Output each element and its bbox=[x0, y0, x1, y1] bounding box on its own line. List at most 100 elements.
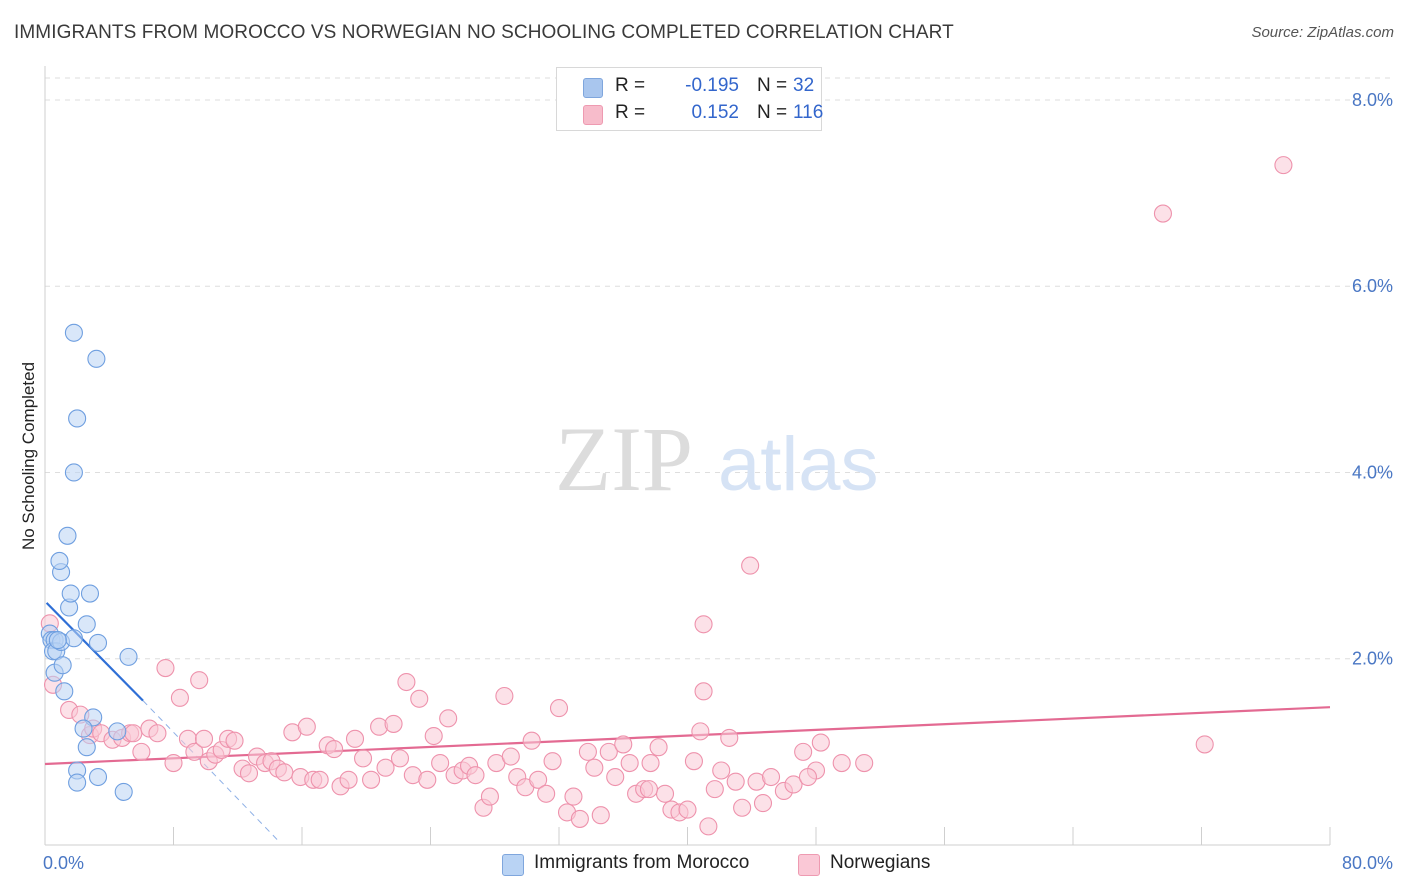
point-norwegians bbox=[591, 806, 610, 825]
point-morocco bbox=[58, 526, 77, 545]
point-morocco bbox=[119, 647, 138, 666]
point-norwegians bbox=[741, 556, 760, 575]
point-norwegians bbox=[466, 766, 485, 785]
legend-label-norwegians: Norwegians bbox=[830, 852, 931, 873]
legend-swatch-norwegians bbox=[798, 854, 820, 876]
point-morocco bbox=[77, 738, 96, 757]
point-norwegians bbox=[384, 714, 403, 733]
point-morocco bbox=[50, 551, 69, 570]
point-norwegians bbox=[522, 731, 541, 750]
point-norwegians bbox=[761, 767, 781, 787]
point-morocco bbox=[64, 463, 83, 482]
point-norwegians bbox=[225, 731, 244, 750]
point-norwegians bbox=[549, 699, 569, 718]
point-morocco bbox=[88, 633, 108, 652]
x-tick-label-min: 0.0% bbox=[43, 853, 84, 873]
point-norwegians bbox=[798, 767, 818, 787]
point-norwegians bbox=[641, 753, 660, 773]
x-axis-ticks bbox=[173, 827, 1331, 845]
point-norwegians bbox=[164, 753, 183, 773]
point-norwegians bbox=[733, 798, 752, 817]
point-norwegians bbox=[1195, 735, 1214, 754]
legend-r-label: R = bbox=[615, 102, 646, 123]
point-norwegians bbox=[606, 767, 625, 787]
point-norwegians bbox=[537, 784, 556, 803]
point-morocco bbox=[64, 629, 83, 648]
point-norwegians bbox=[156, 658, 175, 678]
y-tick-label: 8.0% bbox=[1352, 90, 1393, 110]
point-norwegians bbox=[194, 729, 214, 748]
point-norwegians bbox=[239, 764, 259, 783]
stats-legend: R = -0.195 N = 32 R = 0.152 N = 116 bbox=[556, 67, 824, 131]
point-morocco bbox=[80, 584, 100, 603]
point-norwegians bbox=[310, 770, 329, 789]
point-norwegians bbox=[726, 772, 745, 791]
point-morocco bbox=[77, 615, 96, 634]
watermark-atlas: atlas bbox=[718, 422, 879, 507]
legend-n-label: N = bbox=[757, 75, 788, 96]
point-norwegians bbox=[148, 724, 167, 743]
point-norwegians bbox=[639, 780, 659, 799]
point-norwegians bbox=[362, 770, 381, 789]
point-norwegians bbox=[529, 770, 548, 789]
point-norwegians bbox=[794, 742, 813, 761]
point-norwegians bbox=[325, 740, 344, 759]
point-norwegians bbox=[431, 753, 450, 773]
point-morocco bbox=[108, 722, 127, 741]
legend-n-label: N = bbox=[757, 102, 788, 123]
legend-r-label: R = bbox=[615, 75, 646, 96]
point-norwegians bbox=[564, 787, 583, 806]
legend-swatch-morocco bbox=[583, 78, 603, 98]
point-norwegians bbox=[390, 749, 410, 768]
point-norwegians bbox=[753, 794, 773, 813]
point-norwegians bbox=[1274, 156, 1293, 175]
point-norwegians bbox=[712, 761, 731, 780]
point-norwegians bbox=[275, 763, 294, 782]
chart-title: IMMIGRANTS FROM MOROCCO VS NORWEGIAN NO … bbox=[14, 22, 954, 43]
point-norwegians bbox=[132, 742, 151, 761]
legend-r-value: 0.152 bbox=[691, 102, 739, 123]
point-norwegians bbox=[649, 738, 668, 757]
point-norwegians bbox=[345, 729, 365, 748]
point-norwegians bbox=[397, 672, 416, 692]
point-norwegians bbox=[439, 709, 458, 728]
y-tick-label: 6.0% bbox=[1352, 276, 1393, 296]
point-norwegians bbox=[185, 742, 204, 761]
point-norwegians bbox=[832, 753, 851, 773]
legend-n-value: 116 bbox=[793, 102, 824, 123]
point-norwegians bbox=[190, 671, 209, 690]
point-norwegians bbox=[124, 724, 143, 743]
point-norwegians bbox=[1153, 204, 1172, 223]
point-morocco bbox=[48, 631, 67, 650]
point-norwegians bbox=[501, 747, 520, 766]
point-norwegians bbox=[376, 758, 395, 777]
point-norwegians bbox=[495, 686, 514, 706]
trend-extension-0 bbox=[142, 700, 279, 841]
point-norwegians bbox=[170, 688, 189, 707]
source-note: Source: ZipAtlas.com bbox=[1251, 24, 1394, 41]
point-norwegians bbox=[614, 735, 633, 754]
point-norwegians bbox=[578, 742, 597, 761]
point-morocco bbox=[53, 656, 72, 675]
axis-labels: 2.0% 4.0% 6.0% 8.0% 0.0% 80.0% bbox=[43, 90, 1393, 873]
watermark-zip: ZIP bbox=[555, 408, 693, 510]
point-norwegians bbox=[599, 742, 618, 761]
point-norwegians bbox=[699, 817, 718, 836]
point-norwegians bbox=[339, 770, 358, 789]
point-norwegians bbox=[620, 753, 639, 773]
legend-r-value: -0.195 bbox=[685, 75, 739, 96]
legend-n-value: 32 bbox=[793, 75, 815, 96]
point-norwegians bbox=[684, 752, 703, 771]
point-norwegians bbox=[543, 752, 562, 771]
point-norwegians bbox=[418, 770, 437, 789]
point-norwegians bbox=[480, 787, 499, 806]
point-norwegians bbox=[353, 749, 373, 768]
point-morocco bbox=[61, 584, 80, 603]
point-morocco bbox=[68, 773, 87, 792]
point-norwegians bbox=[694, 615, 713, 634]
point-norwegians bbox=[811, 733, 830, 752]
point-morocco bbox=[74, 719, 93, 738]
point-norwegians bbox=[410, 689, 429, 708]
legend-swatch-norwegians bbox=[583, 105, 603, 125]
point-norwegians bbox=[855, 753, 874, 773]
